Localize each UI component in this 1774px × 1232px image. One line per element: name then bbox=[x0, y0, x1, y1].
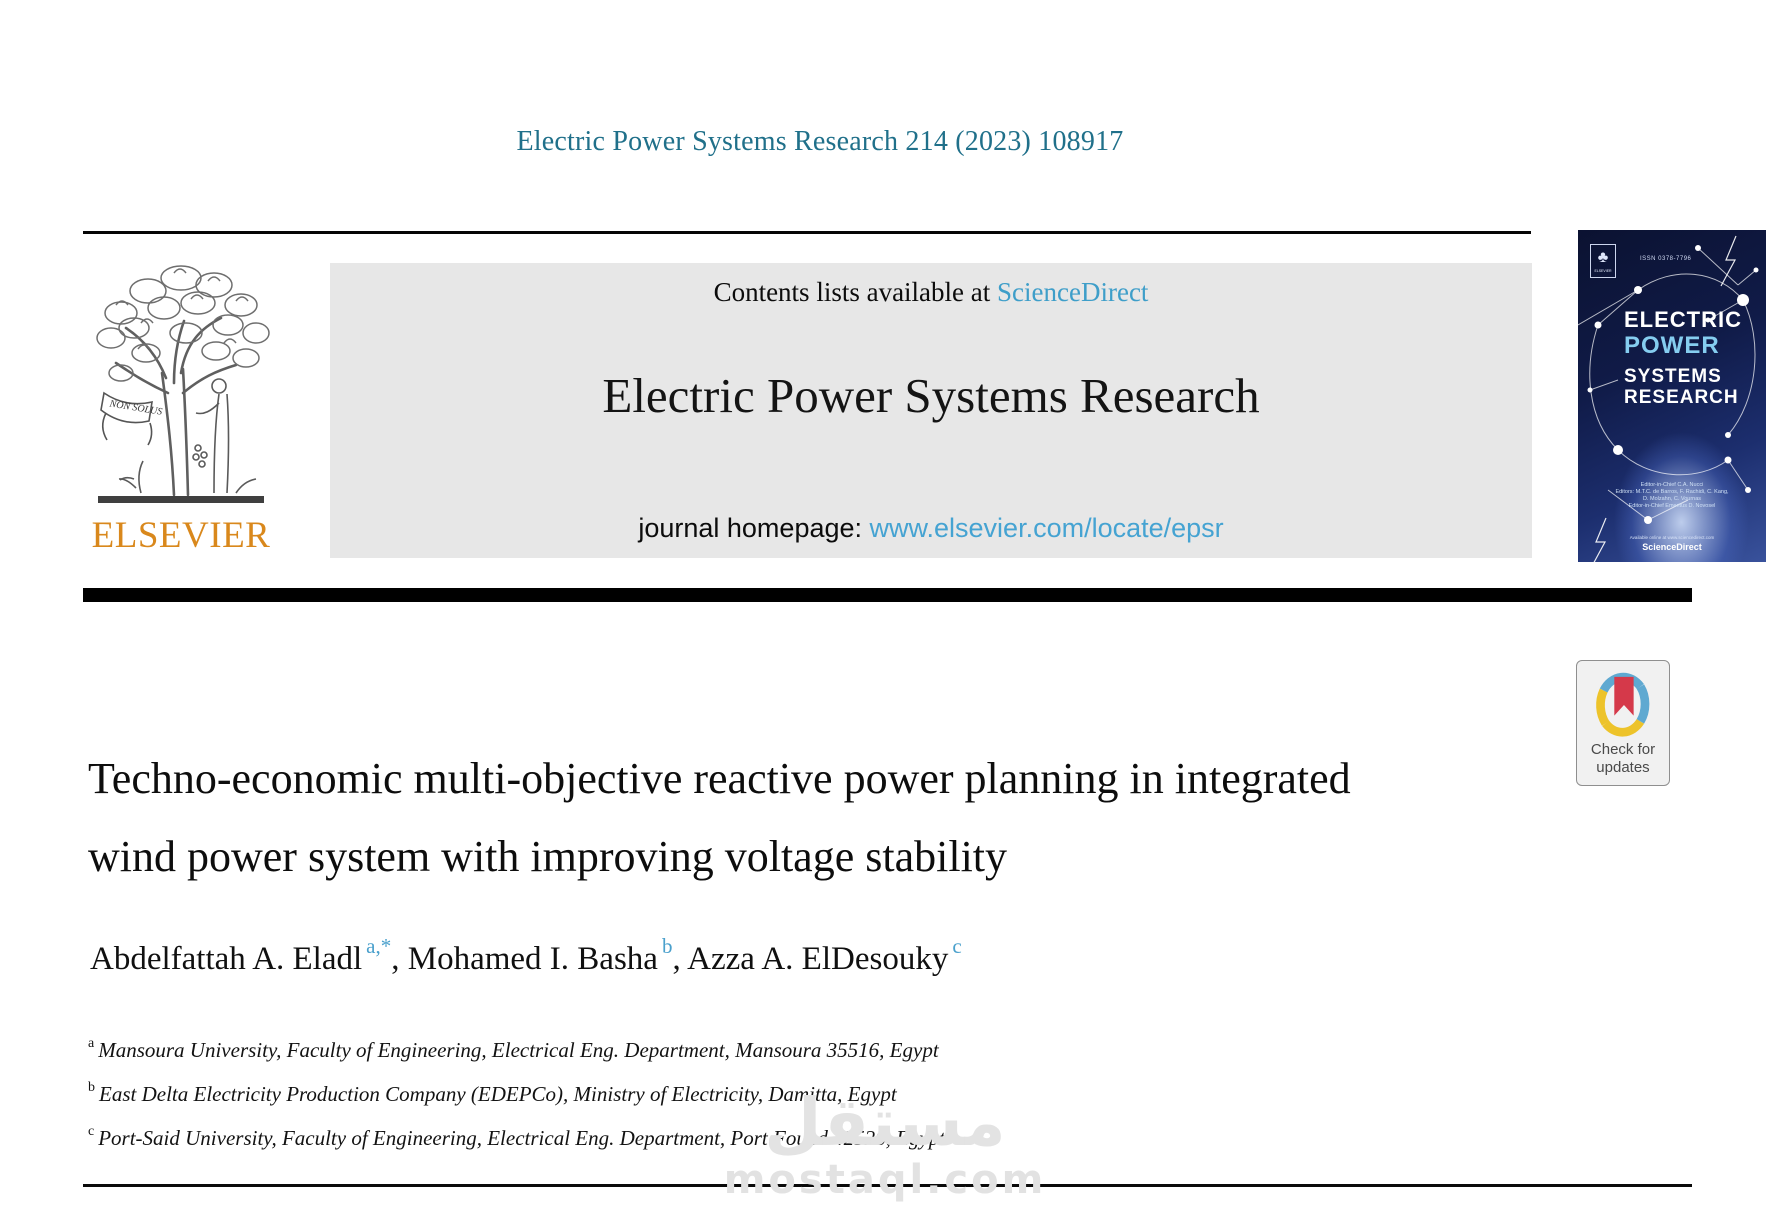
sciencedirect-link[interactable]: ScienceDirect bbox=[997, 277, 1149, 307]
check-for-updates-badge[interactable]: Check for updates bbox=[1576, 660, 1670, 786]
author-name: Mohamed I. Basha bbox=[407, 941, 658, 977]
header-divider-bar bbox=[83, 588, 1692, 602]
author-affil-mark[interactable]: c bbox=[952, 934, 962, 958]
contents-line: Contents lists available at ScienceDirec… bbox=[330, 277, 1532, 308]
author-separator: , bbox=[672, 941, 688, 977]
cover-editors-line: Editors: M.T.C. de Barros, F. Rachidi, C… bbox=[1615, 489, 1729, 495]
affiliation-mark: a bbox=[88, 1036, 95, 1051]
cover-title-research: RESEARCH bbox=[1624, 386, 1739, 408]
article-title: Techno-economic multi-objective reactive… bbox=[88, 740, 1488, 896]
badge-label-line2: updates bbox=[1596, 759, 1650, 776]
article-title-line2: wind power system with improving voltage… bbox=[88, 832, 1008, 881]
homepage-link[interactable]: www.elsevier.com/locate/epsr bbox=[869, 513, 1224, 543]
affiliation-mark: c bbox=[88, 1124, 95, 1139]
cover-available-line: Available online at www.sciencedirect.co… bbox=[1629, 535, 1715, 540]
homepage-prefix: journal homepage: bbox=[638, 513, 870, 543]
cover-editors-line: Editor-in-Chief C.A. Nucci bbox=[1640, 482, 1704, 488]
cover-title: ELECTRIC POWER SYSTEMS RESEARCH bbox=[1624, 307, 1742, 408]
article-title-line1: Techno-economic multi-objective reactive… bbox=[88, 754, 1351, 803]
check-for-updates-label: Check for updates bbox=[1577, 741, 1669, 777]
crossmark-icon bbox=[1596, 672, 1650, 737]
author-name: Abdelfattah A. Eladl bbox=[90, 941, 363, 977]
author-separator: , bbox=[391, 941, 408, 977]
cover-title-power: POWER bbox=[1624, 331, 1720, 359]
cover-sciencedirect-brand: ScienceDirect bbox=[1642, 542, 1702, 552]
author-affil-mark[interactable]: b bbox=[661, 934, 673, 958]
cover-editors: Editor-in-Chief C.A. Nucci Editors: M.T.… bbox=[1578, 482, 1766, 510]
author-name: Azza A. ElDesouky bbox=[687, 941, 949, 977]
affiliation-mark: b bbox=[88, 1080, 95, 1095]
badge-label-line1: Check for bbox=[1590, 741, 1656, 758]
watermark-domain: mostaql.com bbox=[723, 1157, 1047, 1203]
journal-header-box: Contents lists available at ScienceDirec… bbox=[330, 263, 1532, 558]
author-list: Abdelfattah A. Eladl a,*, Mohamed I. Bash… bbox=[90, 934, 1590, 978]
author-affil-mark[interactable]: a,* bbox=[366, 934, 392, 958]
cover-elsevier-mini-logo: ♣ ELSEVIER bbox=[1590, 244, 1616, 278]
cover-network-art bbox=[1578, 235, 1759, 562]
header-top-rule bbox=[83, 231, 1531, 234]
cover-title-electric: ELECTRIC bbox=[1624, 307, 1742, 332]
affiliation-text: Port-Said University, Faculty of Enginee… bbox=[98, 1126, 946, 1150]
affiliation-text: Mansoura University, Faculty of Engineer… bbox=[98, 1038, 939, 1062]
elsevier-tree-icon: NON SOLUS bbox=[96, 265, 270, 503]
cover-mini-tree-icon: ♣ bbox=[1597, 249, 1609, 266]
cover-title-systems: SYSTEMS bbox=[1624, 365, 1722, 387]
journal-cover[interactable]: ♣ ELSEVIER ISSN 0378-7796 ELECTRIC POWER… bbox=[1578, 230, 1766, 562]
affiliation-row: a Mansoura University, Faculty of Enginee… bbox=[88, 1026, 1488, 1070]
cover-editors-line: D. Molzahn, C. Vournas bbox=[1642, 496, 1702, 502]
cover-mini-logo-label: ELSEVIER bbox=[1594, 269, 1612, 273]
affiliation-list: a Mansoura University, Faculty of Enginee… bbox=[88, 1026, 1488, 1158]
elsevier-logo: NON SOLUS ELSEVIER bbox=[85, 243, 277, 558]
elsevier-wordmark: ELSEVIER bbox=[91, 515, 271, 556]
journal-title: Electric Power Systems Research bbox=[602, 368, 1260, 423]
affiliation-row: b East Delta Electricity Production Compa… bbox=[88, 1070, 1488, 1114]
footer-rule bbox=[83, 1184, 1692, 1187]
cover-bottom: Available online at www.sciencedirect.co… bbox=[1578, 535, 1766, 552]
cover-issn: ISSN 0378-7796 bbox=[1640, 256, 1692, 262]
homepage-line: journal homepage: www.elsevier.com/locat… bbox=[330, 513, 1532, 544]
affiliation-text: East Delta Electricity Production Compan… bbox=[99, 1082, 897, 1106]
cover-editors-line: Editor-in-Chief Emeritus D. Novosel bbox=[1628, 503, 1716, 509]
affiliation-row: c Port-Said University, Faculty of Engine… bbox=[88, 1114, 1488, 1158]
journal-citation: Electric Power Systems Research 214 (202… bbox=[516, 126, 1124, 157]
contents-prefix: Contents lists available at bbox=[713, 277, 998, 307]
